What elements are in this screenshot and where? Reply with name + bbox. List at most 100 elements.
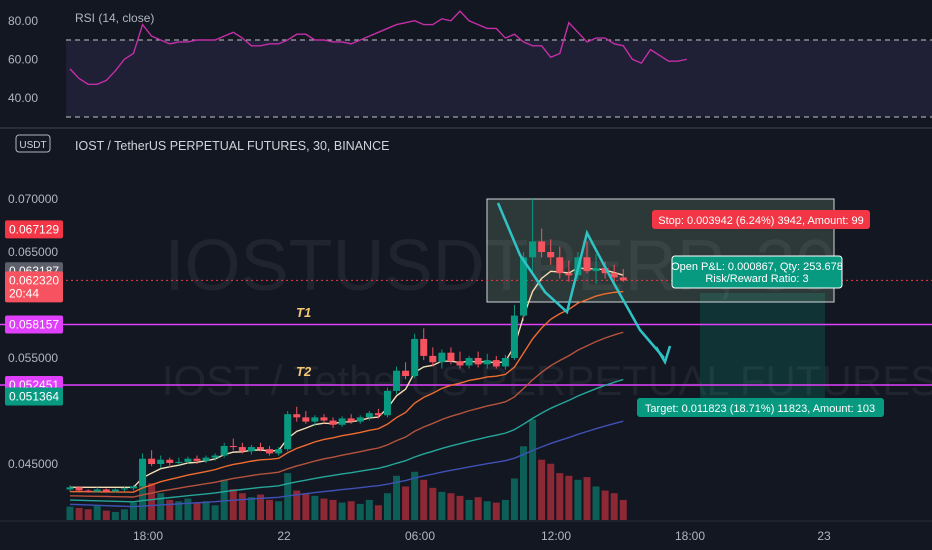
candle-body (238, 447, 246, 452)
candle-body (429, 355, 437, 363)
candle-body (474, 358, 482, 365)
currency-badge-label: USDT (19, 140, 46, 151)
pnl-label-box[interactable] (671, 255, 843, 289)
volume-bar (220, 479, 228, 520)
candle-body (129, 486, 137, 489)
target-label-box[interactable] (637, 398, 884, 417)
time-axis[interactable]: 18:00 22 06:00 12:00 18:00 23 (133, 529, 831, 543)
rsi-title[interactable]: RSI (14, close) (75, 11, 154, 25)
volume-bar (538, 459, 546, 520)
volume-bar (75, 507, 83, 520)
candle-body (139, 458, 147, 487)
candle-body (329, 420, 337, 425)
price-axis[interactable]: 0.070000 0.065000 0.055000 0.045000 (8, 192, 58, 471)
candle-body (347, 418, 355, 422)
volume-bar (365, 499, 373, 520)
volume-bar (356, 503, 364, 520)
volume-bar (229, 489, 237, 520)
candle-body (438, 352, 446, 363)
candle-body (220, 445, 228, 456)
price-tick-label: 0.055000 (8, 351, 58, 365)
candle-body (411, 338, 419, 377)
candle-body (565, 273, 573, 276)
projection-arrowhead (654, 345, 672, 366)
time-label: 06:00 (405, 529, 435, 543)
price-tag-box (5, 284, 63, 303)
candle-body (293, 414, 301, 418)
volume-bar (619, 499, 627, 520)
candle-body (592, 267, 600, 272)
price-tick-label: 0.045000 (8, 457, 58, 471)
candle-body (111, 489, 119, 492)
volume-bar (157, 493, 165, 520)
price-tag-box (5, 220, 63, 239)
candle-body (75, 487, 83, 491)
currency-badge[interactable] (15, 134, 51, 153)
candle-body (202, 457, 210, 461)
candle-body (311, 417, 319, 422)
volume-bar (329, 499, 337, 520)
price-tag-label: 20:44 (9, 286, 39, 300)
price-tick-label: 0.070000 (8, 192, 58, 206)
candle-body (420, 338, 428, 356)
candle-body (275, 449, 283, 454)
candle-body (266, 449, 274, 454)
candle-body (383, 390, 391, 416)
volume-bar (338, 502, 346, 520)
volume-bar (320, 498, 328, 520)
projection-path[interactable] (496, 202, 665, 359)
rsi-axis-label: 80.00 (8, 14, 38, 28)
pnl-label-line1: Open P&L: 0.000867, Qty: 253.678 (671, 261, 843, 273)
time-label: 23 (817, 529, 831, 543)
volume-bar (93, 505, 101, 520)
price-tags: 0.0671290.0631870.06232020:440.0581570.0… (5, 220, 63, 406)
candle-body (184, 458, 192, 462)
candle-body (483, 360, 491, 365)
volume-bar (610, 493, 618, 520)
moving-average-line (69, 378, 624, 503)
candle-body (302, 417, 310, 422)
candle-body (175, 461, 183, 463)
volume-bar (193, 502, 201, 520)
price-tag-label: 0.058157 (9, 318, 59, 332)
candle-body (120, 488, 128, 490)
price-tag-label: 0.051364 (9, 390, 59, 404)
pnl-label-line2: Risk/Reward Ratio: 3 (705, 273, 808, 285)
volume-bar (483, 501, 491, 520)
moving-average-line (70, 267, 624, 489)
stop-label-box[interactable] (652, 210, 870, 229)
target-zone[interactable] (700, 293, 825, 401)
volume-bar (556, 473, 564, 520)
rsi-band-fill (66, 40, 932, 117)
watermark-name: IOST / TetherUS PERPETUAL FUTURES (162, 357, 932, 404)
volume-bar (438, 491, 446, 520)
price-tick-label: 0.065000 (8, 245, 58, 259)
rsi-axis-label: 60.00 (8, 52, 38, 66)
volume-bar (148, 483, 156, 520)
volume-bar (547, 463, 555, 520)
candle-body (619, 277, 627, 281)
time-label: 18:00 (675, 529, 705, 543)
candle-body (211, 455, 219, 458)
candle-body (556, 257, 564, 274)
candle-body (601, 267, 609, 274)
time-label: 18:00 (133, 529, 163, 543)
volume-bar (266, 499, 274, 520)
symbol-title[interactable]: IOST / TetherUS PERPETUAL FUTURES, 30, B… (75, 139, 389, 153)
volume-bar (574, 479, 582, 520)
price-tag-label: 0.067129 (9, 222, 59, 236)
rsi-line (69, 10, 687, 85)
volume-bar (565, 475, 573, 520)
volume-bar (465, 499, 473, 520)
volume-bar (592, 486, 600, 520)
volume-bar (238, 493, 246, 520)
volume-bar (492, 502, 500, 520)
candle-body (247, 447, 255, 452)
volume-bar (175, 501, 183, 520)
candle-body (284, 414, 292, 450)
candle-body (93, 489, 101, 492)
volume-bar (66, 506, 74, 520)
candle-body (393, 370, 401, 391)
